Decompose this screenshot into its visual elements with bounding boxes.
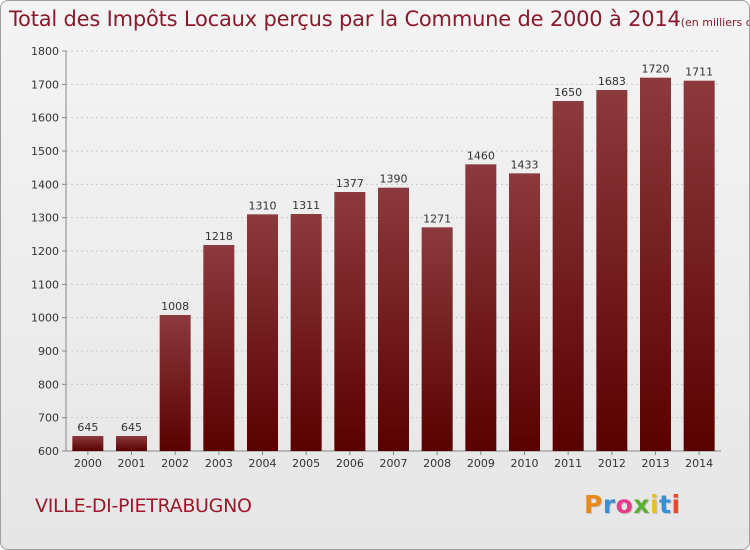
bar [465, 164, 497, 452]
bar [509, 173, 540, 452]
bar-value-label: 1433 [511, 158, 539, 171]
logo-letter: o [615, 490, 634, 519]
y-tick-label: 800 [38, 378, 59, 391]
x-tick-label: 2014 [685, 457, 713, 470]
y-tick-label: 600 [38, 445, 59, 458]
x-tick-label: 2007 [380, 457, 408, 470]
x-tick-label: 2011 [554, 457, 582, 470]
logo-letter: t [659, 490, 672, 519]
x-tick-label: 2005 [292, 457, 320, 470]
bar-value-label: 1720 [642, 63, 670, 76]
y-tick-label: 1000 [31, 312, 59, 325]
x-tick-label: 2000 [74, 457, 102, 470]
y-tick-label: 1600 [31, 112, 59, 125]
y-tick-label: 900 [38, 345, 59, 358]
logo-letter: i [671, 490, 681, 519]
bar [116, 436, 147, 451]
y-tick-label: 1200 [31, 245, 59, 258]
bar [552, 101, 584, 451]
bar [683, 80, 715, 452]
bar-value-label: 1271 [423, 212, 451, 225]
x-tick-label: 2006 [336, 457, 364, 470]
x-tick-label: 2008 [423, 457, 451, 470]
y-tick-label: 1500 [31, 145, 59, 158]
y-tick-label: 1700 [31, 78, 59, 91]
chart-title-text: Total des Impôts Locaux perçus par la Co… [9, 7, 681, 31]
bar [72, 436, 104, 451]
bar-value-label: 1711 [685, 66, 713, 79]
logo-letter: i [650, 490, 660, 519]
bar [421, 227, 453, 451]
x-tick-label: 2012 [598, 457, 626, 470]
bar-value-label: 1650 [554, 86, 582, 99]
bar-value-label: 645 [121, 421, 142, 434]
bar [159, 315, 191, 451]
bar [378, 187, 409, 451]
bar [247, 214, 278, 451]
bar-value-label: 645 [77, 421, 98, 434]
bar-value-label: 1390 [380, 173, 408, 186]
bar [640, 77, 671, 452]
logo-letter: r [602, 490, 616, 519]
x-tick-label: 2009 [467, 457, 495, 470]
y-tick-label: 1400 [31, 178, 59, 191]
commune-name: VILLE-DI-PIETRABUGNO [35, 495, 252, 517]
bar-value-label: 1460 [467, 149, 495, 162]
x-tick-label: 2010 [511, 457, 539, 470]
bar [203, 245, 235, 451]
x-tick-label: 2003 [205, 457, 233, 470]
logo-letter: x [633, 490, 650, 519]
bar-value-label: 1218 [205, 230, 233, 243]
x-tick-label: 2001 [118, 457, 146, 470]
logo-letter: P [584, 490, 603, 519]
x-tick-label: 2013 [642, 457, 670, 470]
bar [596, 90, 628, 451]
y-tick-label: 1800 [31, 45, 59, 58]
y-tick-label: 1300 [31, 212, 59, 225]
bar-value-label: 1683 [598, 75, 626, 88]
x-tick-label: 2002 [161, 457, 189, 470]
bar-value-label: 1377 [336, 177, 364, 190]
bar-value-label: 1310 [249, 199, 277, 212]
chart-unit: (en milliers d'€) [680, 16, 749, 29]
bar-value-label: 1311 [292, 199, 320, 212]
y-tick-label: 700 [38, 412, 59, 425]
y-tick-label: 1100 [31, 278, 59, 291]
bar-value-label: 1008 [161, 300, 189, 313]
bar [290, 214, 322, 451]
bar [334, 192, 366, 451]
chart-title: Total des Impôts Locaux perçus par la Co… [9, 7, 749, 31]
proxiti-logo: Proxiti [584, 490, 681, 519]
x-tick-label: 2004 [249, 457, 277, 470]
